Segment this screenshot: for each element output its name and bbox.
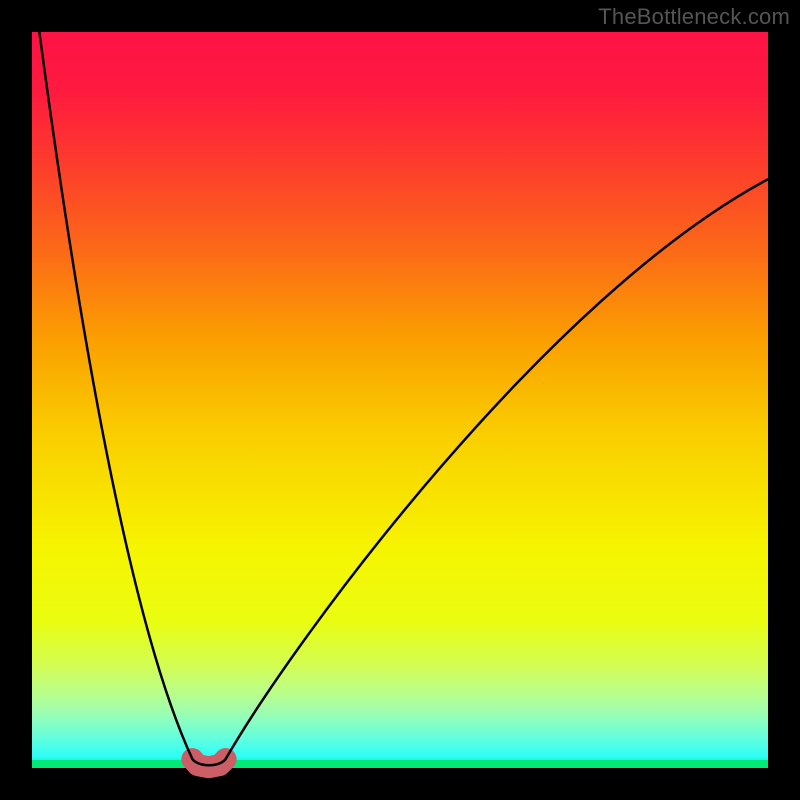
chart-root: TheBottleneck.com <box>0 0 800 800</box>
watermark-text: TheBottleneck.com <box>598 4 790 30</box>
baseline-stripe <box>32 760 768 768</box>
curve-layer <box>32 32 768 768</box>
v-curve <box>39 32 768 765</box>
plot-area <box>32 32 768 768</box>
